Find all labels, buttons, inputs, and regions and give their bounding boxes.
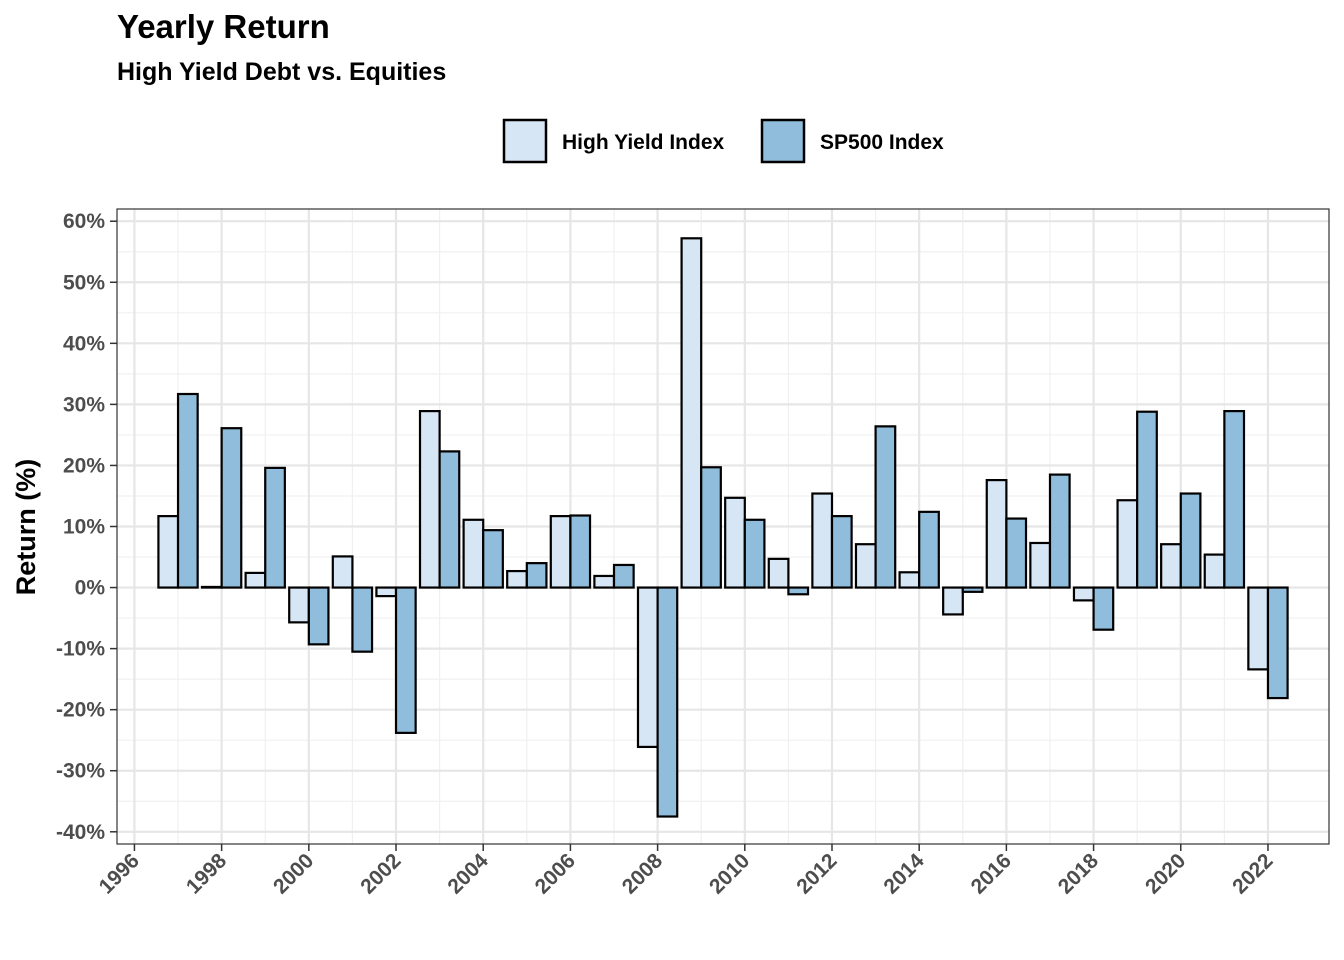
x-tick-label: 2016: [967, 849, 1016, 898]
bar-high-yield: [462, 518, 485, 589]
bar-sp500: [264, 466, 286, 589]
bar-high-yield: [680, 237, 703, 589]
bar-sp500: [220, 427, 243, 589]
y-tick-label: 10%: [63, 516, 105, 539]
bar-sp500: [176, 392, 199, 589]
bar-high-yield: [898, 571, 921, 589]
x-tick-label: 2014: [879, 849, 929, 899]
bar-high-yield: [244, 571, 267, 589]
bars: [157, 237, 1289, 818]
bar-sp500: [1048, 473, 1071, 589]
bar-high-yield: [288, 586, 310, 624]
y-tick-label: -10%: [56, 638, 105, 661]
x-tick-label: 1996: [95, 849, 144, 898]
legend: High Yield Index SP500 Index: [502, 118, 944, 164]
bar-sp500: [569, 514, 592, 589]
bar-high-yield: [767, 557, 790, 589]
bar-high-yield: [1116, 499, 1139, 589]
bar-sp500: [874, 425, 897, 589]
x-tick-label: 2018: [1054, 849, 1104, 899]
bar-sp500: [700, 466, 722, 589]
x-tick-label: 1998: [182, 849, 232, 899]
bar-high-yield: [811, 492, 834, 589]
x-tick-label: 2020: [1141, 849, 1190, 898]
legend-label-sp500: SP500 Index: [820, 131, 944, 154]
bar-sp500: [482, 529, 504, 589]
bar-sp500: [438, 450, 461, 589]
bar-sp500: [1266, 586, 1289, 700]
bar-high-yield: [1203, 553, 1226, 589]
y-tick-label: 30%: [63, 393, 105, 416]
bar-sp500: [918, 510, 940, 589]
bar-high-yield: [418, 410, 441, 589]
x-tick-label: 2000: [269, 849, 318, 898]
x-tick-label: 2022: [1228, 849, 1277, 898]
bar-sp500: [394, 586, 417, 734]
x-tick-label: 2002: [356, 849, 405, 898]
bar-sp500: [351, 586, 374, 653]
bar-sp500: [1092, 586, 1115, 631]
bar-sp500: [307, 586, 330, 646]
chart-subtitle: High Yield Debt vs. Equities: [117, 58, 447, 86]
y-axis: -40% -30% -20% -10% 0% 10% 20% 30% 40% 50% 60%: [56, 210, 117, 844]
bar-high-yield: [1160, 543, 1182, 589]
bar-high-yield: [200, 585, 223, 589]
x-tick-label: 2006: [531, 849, 580, 898]
bar-sp500: [961, 586, 984, 593]
bar-high-yield: [157, 515, 180, 589]
x-tick-label: 2004: [443, 849, 493, 899]
y-axis-title: Return (%): [11, 459, 41, 596]
bar-high-yield: [985, 478, 1008, 589]
bar-sp500: [1005, 517, 1028, 589]
bar-high-yield: [1072, 586, 1095, 602]
bar-high-yield: [724, 496, 746, 589]
bar-sp500: [830, 515, 853, 589]
y-tick-label: 0%: [75, 577, 106, 600]
y-tick-label: -40%: [56, 821, 105, 844]
x-tick-label: 2008: [618, 849, 668, 899]
y-tick-label: 50%: [63, 271, 105, 294]
bar-high-yield: [549, 515, 572, 589]
bar-sp500: [612, 563, 635, 589]
bar-sp500: [787, 586, 810, 596]
bar-sp500: [1179, 492, 1202, 589]
bar-high-yield: [636, 586, 659, 749]
legend-label-high-yield: High Yield Index: [562, 131, 725, 154]
bar-sp500: [1136, 410, 1158, 589]
bar-sp500: [525, 562, 548, 589]
y-tick-label: -30%: [56, 760, 105, 783]
bar-high-yield: [331, 555, 354, 589]
bar-high-yield: [1247, 586, 1270, 671]
x-tick-label: 2010: [705, 849, 754, 898]
legend-swatch-high-yield: [502, 118, 548, 164]
bar-high-yield: [375, 586, 398, 598]
chart-title: Yearly Return: [117, 8, 330, 45]
y-tick-label: 40%: [63, 332, 105, 355]
legend-swatch-sp500: [760, 118, 806, 164]
bar-high-yield: [942, 586, 964, 616]
bar-high-yield: [1029, 541, 1052, 589]
bar-sp500: [656, 586, 679, 818]
x-tick-label: 2012: [792, 849, 841, 898]
bar-high-yield: [854, 543, 877, 589]
bar-high-yield: [506, 569, 528, 589]
bar-high-yield: [593, 574, 616, 589]
bar-sp500: [743, 518, 766, 589]
y-tick-label: 60%: [63, 210, 105, 233]
y-tick-label: 20%: [63, 454, 105, 477]
y-tick-label: -20%: [56, 699, 105, 722]
x-axis: 1996 1998 2000 2002 2004 2006 2008 2010 2012 2014…: [95, 844, 1277, 899]
bar-sp500: [1223, 410, 1246, 589]
